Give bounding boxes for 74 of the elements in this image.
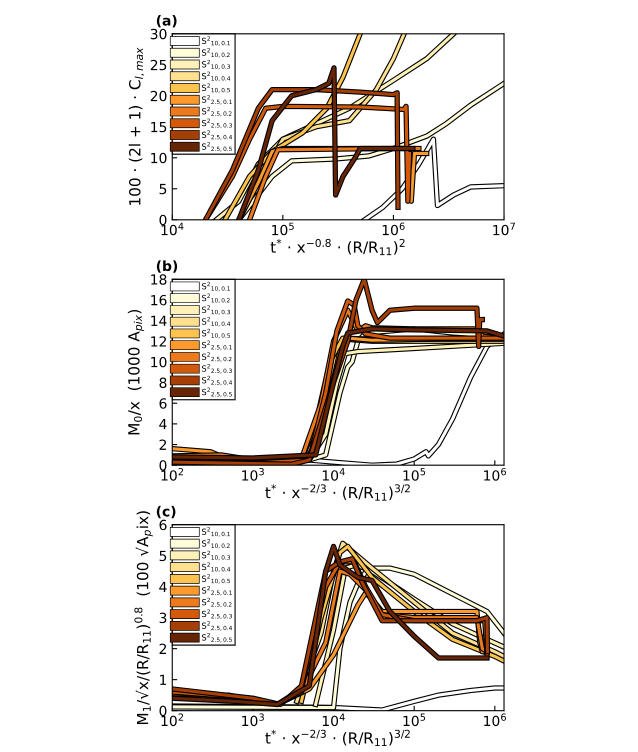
legend-label: S$^{2}$$_{10,0.4}$ — [202, 562, 230, 572]
y-tick-label: 18 — [151, 274, 166, 285]
y-axis-title: 100 · (2l + 1) · C$_{l,max}$ — [128, 47, 144, 205]
x-tick-label: 10$^{6}$ — [382, 222, 405, 236]
legend-label: S$^{2}$$_{10,0.5}$ — [202, 328, 230, 338]
x-tick-label: 10$^{5}$ — [272, 222, 294, 236]
legend-label: S$^{2}$$_{10,0.1}$ — [202, 282, 230, 292]
legend-label: S$^{2}$$_{2.5,0.4}$ — [202, 376, 232, 386]
chart-title: (c) — [156, 506, 176, 518]
legend-label: S$^{2}$$_{2.5,0.5}$ — [202, 388, 232, 398]
x-axis-title: t$^{*}$ · x$^{−0.8}$ · (R/R$_{11}$)$^{2}$ — [270, 238, 405, 256]
chart-title: (a) — [156, 14, 177, 28]
y-tick-label: 2 — [160, 644, 166, 654]
legend-label: S$^{2}$$_{10,0.1}$ — [202, 527, 230, 537]
legend-label: S$^{2}$$_{2.5,0.2}$ — [202, 598, 232, 608]
text: M$_{1}$/√x/(R/R$_{11}$)$^{0.8}$ (100 √A$_{p}$ix) — [134, 511, 153, 724]
legend-label: S$^{2}$$_{2.5,0.2}$ — [202, 352, 232, 362]
x-tick-label: 10$^{7}$ — [493, 222, 515, 236]
y-tick-label: 25 — [150, 60, 166, 70]
legend-label: S$^{2}$$_{10,0.2}$ — [202, 294, 230, 304]
legend-label: S$^{2}$$_{2.5,0.3}$ — [202, 609, 232, 620]
x-tick-label: 10$^{6}$ — [484, 468, 506, 481]
legend-label: S$^{2}$$_{10,0.3}$ — [202, 305, 230, 315]
legend-label: S$^{2}$$_{10,0.3}$ — [202, 60, 230, 70]
y-tick-label: 8 — [160, 378, 166, 388]
y-tick-label: 0 — [159, 214, 166, 226]
y-tick-label: 12 — [151, 336, 166, 347]
y-tick-label: 5 — [160, 184, 166, 194]
legend-label: S$^{2}$$_{2.5,0.3}$ — [202, 364, 232, 374]
y-tick-label: 1 — [160, 674, 166, 685]
legend-label: S$^{2}$$_{10,0.5}$ — [202, 83, 230, 93]
legend-label: S$^{2}$$_{10,0.4}$ — [202, 317, 230, 327]
legend-label: S$^{2}$$_{10,0.4}$ — [202, 72, 230, 82]
legend-label: S$^{2}$$_{10,0.5}$ — [202, 574, 230, 584]
x-tick-label: 10$^{5}$ — [403, 468, 426, 481]
y-tick-label: 4 — [159, 582, 167, 592]
y-tick-label: 0 — [159, 706, 166, 716]
legend-label: S$^{2}$$_{2.5,0.5}$ — [202, 632, 232, 643]
x-axis-title: t$^{*}$ · x$^{−2/3}$ · (R/R$_{11}$)$^{3/2}$ — [265, 730, 410, 746]
legend-label: S$^{2}$$_{2.5,0.3}$ — [202, 118, 232, 128]
y-tick-label: 4 — [159, 419, 167, 430]
legend-label: S$^{2}$$_{2.5,0.4}$ — [202, 130, 232, 140]
y-tick-label: 20 — [150, 90, 166, 102]
y-tick-label: 14 — [151, 316, 167, 326]
y-tick-label: 5 — [160, 550, 166, 562]
legend-label: S$^{2}$$_{10,0.2}$ — [202, 48, 230, 58]
y-tick-label: 6 — [160, 398, 167, 409]
y-tick-label: 15 — [151, 122, 166, 132]
legend-label: S$^{2}$$_{10,0.1}$ — [202, 36, 230, 46]
x-tick-label: 10$^{4}$ — [322, 714, 345, 726]
y-tick-label: 30 — [150, 28, 166, 40]
y-tick-label: 16 — [151, 294, 167, 306]
x-tick-label: 10$^{3}$ — [242, 713, 264, 726]
x-tick-label: 10$^{6}$ — [484, 713, 506, 726]
y-tick-label: 10 — [151, 152, 166, 164]
y-tick-label: 2 — [160, 440, 166, 450]
chart-title: (b) — [156, 260, 178, 273]
legend-label: S$^{2}$$_{2.5,0.2}$ — [202, 106, 232, 116]
legend-label: S$^{2}$$_{2.5,0.5}$ — [202, 142, 232, 152]
legend-label: S$^{2}$$_{10,0.3}$ — [202, 550, 230, 560]
y-axis-title: M$_{0}$/x (1000 A$_{pix}$) — [128, 310, 144, 434]
legend-label: S$^{2}$$_{2.5,0.4}$ — [202, 621, 232, 631]
legend-label: S$^{2}$$_{2.5,0.1}$ — [202, 95, 232, 105]
x-axis-title: t$^{*}$ · x$^{−2/3}$ · (R/R$_{11}$)$^{3/2}$ — [265, 484, 410, 501]
legend-label: S$^{2}$$_{2.5,0.1}$ — [202, 586, 232, 596]
x-tick-label: 10$^{5}$ — [403, 714, 426, 726]
x-tick-label: 10$^{3}$ — [242, 468, 264, 481]
x-tick-label: 10$^{4}$ — [322, 468, 345, 481]
y-tick-label: 0 — [159, 460, 166, 471]
legend-label: S$^{2}$$_{10,0.2}$ — [202, 538, 230, 549]
y-tick-label: 10 — [151, 356, 166, 368]
y-tick-label: 3 — [160, 612, 166, 624]
y-tick-label: 6 — [160, 520, 167, 530]
legend-label: S$^{2}$$_{2.5,0.1}$ — [202, 340, 232, 350]
